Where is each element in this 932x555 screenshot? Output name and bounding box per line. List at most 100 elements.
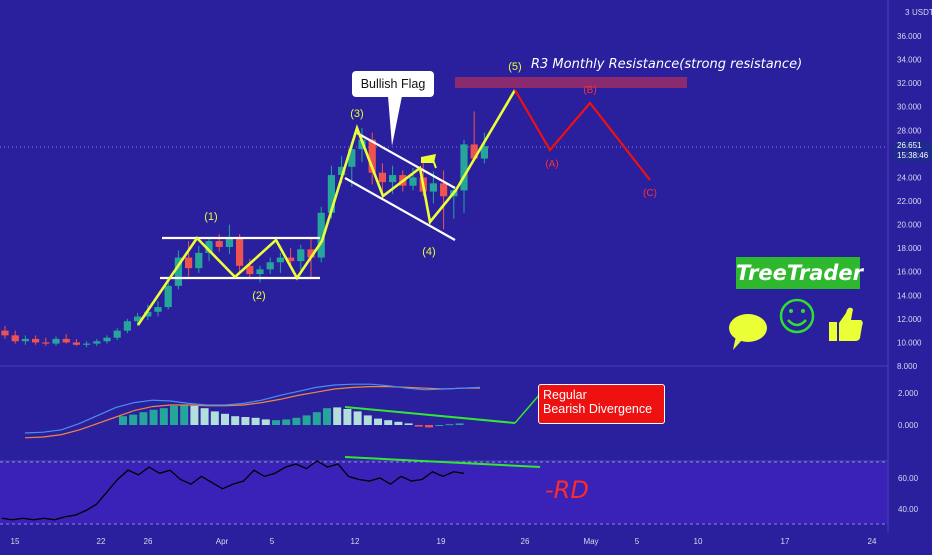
candle (480, 132, 488, 164)
wave-label-4: (4) (422, 246, 435, 258)
macd-histogram-bar (149, 409, 158, 425)
macd-layer (24, 383, 481, 439)
time-tick: 5 (270, 537, 275, 546)
macd-histogram-bar (394, 421, 403, 425)
candle (470, 111, 478, 160)
wave-label-5: (5) (508, 61, 521, 73)
time-tick: 17 (781, 537, 790, 546)
macd-histogram-bar (323, 408, 331, 425)
time-tick: 22 (97, 537, 106, 546)
price-tick: 18.000 (897, 244, 922, 253)
flag-bottom-line (344, 177, 456, 241)
macd-histogram-bar (302, 415, 311, 425)
macd-histogram-bar (119, 416, 127, 425)
macd-histogram-bar (180, 405, 189, 425)
candle (348, 142, 356, 187)
macd-histogram-bar (139, 412, 148, 425)
macd-histogram-bar (272, 420, 280, 425)
wave-label-2: (2) (252, 290, 265, 302)
thumbs-up-icon (829, 307, 863, 341)
macd-histogram-bar (241, 417, 250, 425)
candle (32, 335, 40, 345)
price-axis[interactable]: 36.00034.00032.00030.00028.00026.00024.0… (897, 32, 922, 371)
macd-histogram-bar (425, 425, 433, 428)
macd-divergence-line (344, 406, 516, 424)
bullish-flag-callout: Bullish Flag (352, 71, 434, 97)
macd-histogram-bar (455, 423, 464, 425)
candle (52, 336, 60, 346)
price-tick: 36.000 (897, 32, 922, 41)
price-axis-unit: USDT (912, 8, 932, 17)
macd-line (24, 383, 481, 434)
candle (11, 330, 19, 344)
time-tick: May (583, 537, 598, 546)
resistance-label: R3 Monthly Resistance(strong resistance) (531, 57, 803, 72)
macd-histogram-bar (363, 415, 372, 425)
candle (287, 248, 295, 266)
brand-badge: TreeTrader (736, 257, 863, 289)
speech-bubble-icon (729, 314, 767, 350)
divergence-callout-pointer (514, 393, 541, 424)
candle (378, 163, 386, 192)
time-tick: 19 (437, 537, 446, 546)
candle (440, 170, 448, 230)
time-tick: 10 (694, 537, 703, 546)
time-axis[interactable]: 15 22 26 Apr 5 12 19 26 May 5 10 17 24 (11, 537, 877, 546)
price-tick: 22.000 (897, 197, 922, 206)
candles-layer (1, 111, 488, 348)
time-tick: 26 (144, 537, 153, 546)
bar-countdown: 15:38:46 (897, 151, 929, 160)
macd-histogram-bar (384, 420, 393, 425)
macd-histogram-bar (159, 408, 168, 425)
candle (317, 206, 325, 263)
macd-histogram-bar (445, 424, 454, 426)
time-tick: 12 (351, 537, 360, 546)
last-price-badge: 26.651 15:38:46 (893, 141, 932, 162)
macd-histogram-bar (353, 411, 362, 425)
time-tick: 24 (868, 537, 877, 546)
candle (195, 245, 203, 273)
macd-histogram-bar (435, 425, 444, 426)
rsi-divergence-line (344, 456, 541, 468)
macd-tick-1: 2.000 (898, 389, 919, 398)
macd-histogram-bar (343, 409, 352, 425)
divergence-callout-line2: Bearish Divergence (543, 402, 653, 416)
macd-histogram-bar (200, 408, 209, 425)
macd-histogram-bar (231, 416, 240, 425)
candle (164, 277, 172, 310)
candle (154, 301, 162, 317)
resistance-zone (455, 77, 687, 88)
candle (174, 250, 182, 290)
price-tick: 24.000 (897, 173, 922, 182)
time-tick: 26 (521, 537, 530, 546)
wave-label-a: (A) (545, 159, 558, 170)
rsi-tick-1: 60.00 (898, 474, 919, 483)
correction-wave-line (514, 89, 651, 181)
time-tick: 15 (11, 537, 20, 546)
macd-histogram-bar (292, 417, 301, 425)
candle (1, 325, 9, 339)
price-tick: 20.000 (897, 221, 922, 230)
price-tick: 10.000 (897, 338, 922, 347)
wave-label-1: (1) (204, 211, 217, 223)
candle (276, 252, 284, 273)
rsi-layer (1, 460, 465, 521)
candle (236, 234, 244, 275)
candle (83, 341, 91, 348)
wave-label-c: (C) (643, 188, 657, 199)
price-tick: 28.000 (897, 126, 922, 135)
candle (93, 338, 101, 346)
macd-tick-2: 0.000 (898, 421, 919, 430)
price-tick: 32.000 (897, 79, 922, 88)
candle (103, 335, 111, 344)
macd-histogram-bar (404, 423, 413, 425)
rsi-tick-2: 40.00 (898, 505, 919, 514)
macd-histogram-bar (210, 411, 219, 425)
price-tick: 8.000 (897, 362, 918, 371)
price-tick: 34.000 (897, 56, 922, 65)
flag-icon (421, 154, 437, 169)
last-price-value: 26.651 (897, 141, 922, 150)
price-tick: 16.000 (897, 268, 922, 277)
